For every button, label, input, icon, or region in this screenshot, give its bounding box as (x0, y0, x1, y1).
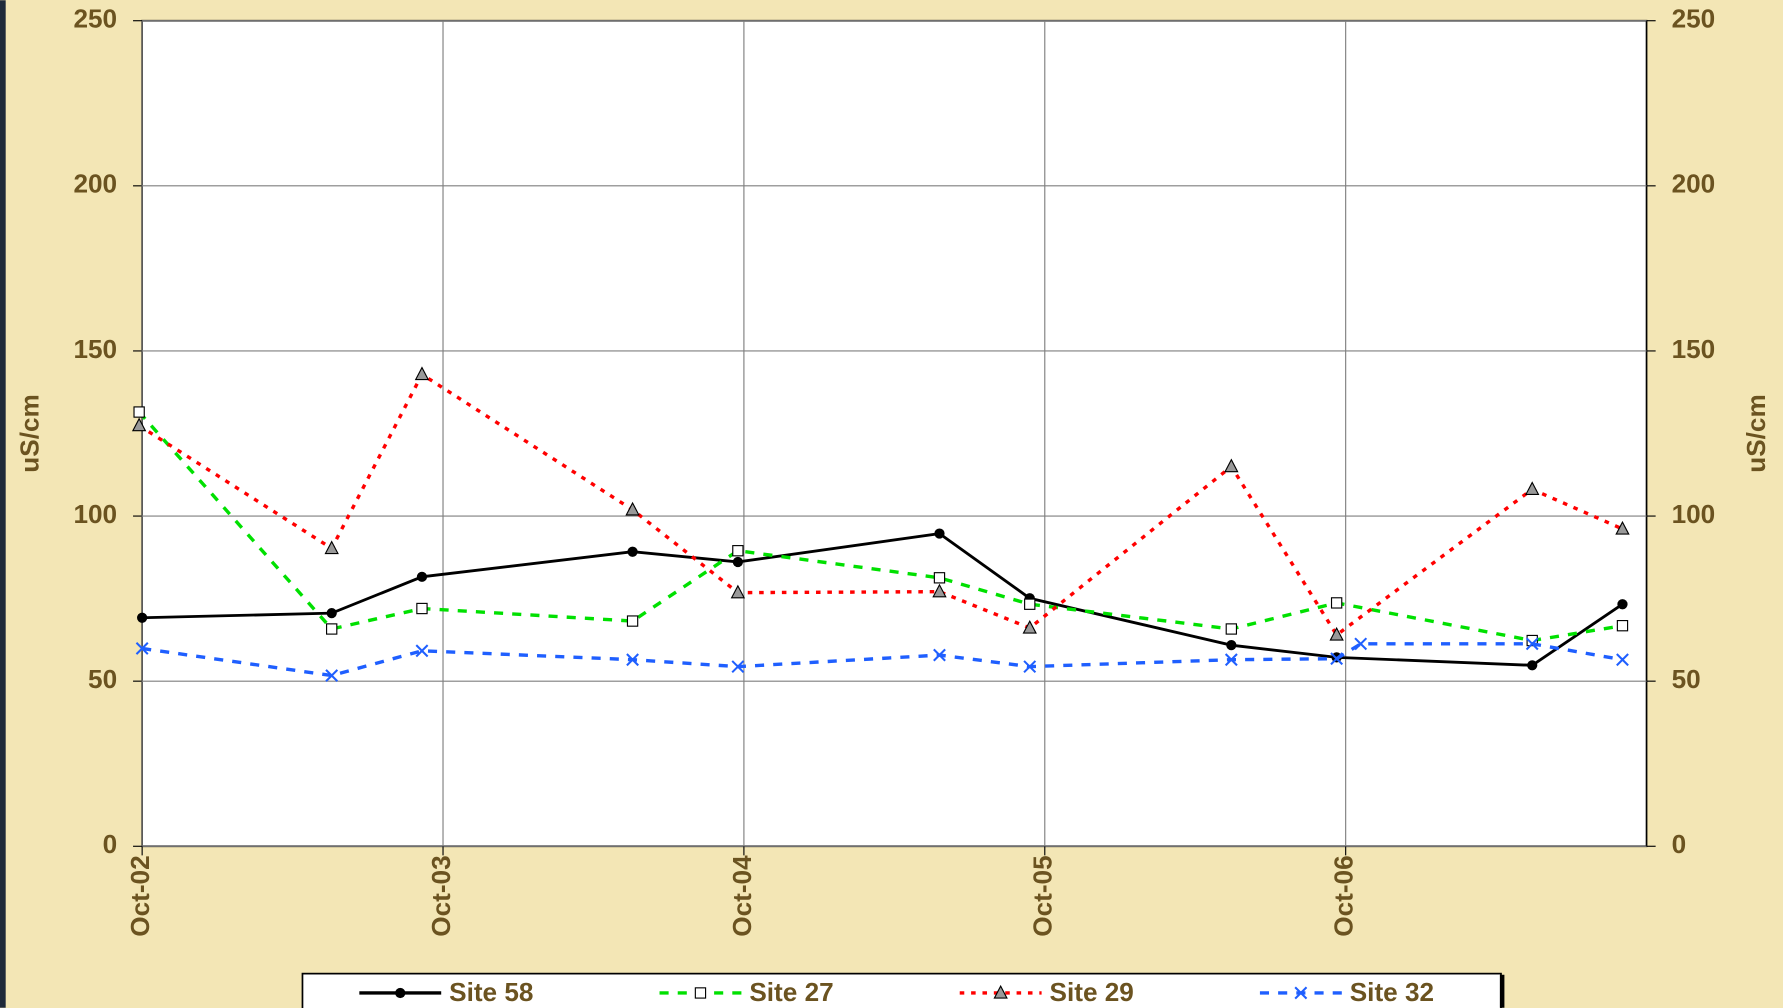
data-point (1224, 653, 1238, 667)
x-tick-label: Oct-04 (727, 855, 757, 937)
data-point (414, 366, 430, 381)
legend-label: Site 29 (1050, 977, 1134, 1007)
data-point (731, 660, 745, 674)
legend-label: Site 32 (1350, 977, 1434, 1007)
data-point (325, 669, 339, 682)
data-point (1224, 458, 1239, 473)
y-tick-label: 50 (88, 664, 117, 694)
data-point (934, 528, 945, 539)
data-point (627, 546, 638, 557)
y2-tick-label: 50 (1672, 664, 1701, 694)
data-point (326, 623, 338, 635)
data-point (135, 642, 149, 655)
y-tick-label: 150 (73, 334, 117, 364)
y-axis-label: uS/cm (15, 394, 45, 472)
x-tick-label: Oct-06 (1329, 855, 1359, 936)
data-point (1023, 660, 1037, 674)
data-point (732, 556, 744, 568)
data-point (1616, 653, 1629, 667)
y2-tick-label: 150 (1672, 334, 1716, 364)
data-point (1616, 620, 1629, 632)
y-tick-label: 100 (73, 499, 117, 529)
data-point (1525, 481, 1540, 495)
data-point (732, 545, 744, 557)
data-point (133, 406, 145, 418)
data-point (1615, 520, 1630, 535)
plot-area (141, 19, 1648, 848)
y2-tick-label: 200 (1672, 169, 1716, 199)
y-tick-label: 250 (73, 4, 117, 34)
x-tick-label: Oct-02 (125, 855, 155, 936)
legend-marker (395, 987, 406, 999)
data-point (1226, 640, 1237, 651)
y2-tick-label: 250 (1672, 4, 1716, 34)
data-point (416, 602, 428, 615)
legend-marker (993, 984, 1008, 999)
y2-tick-label: 0 (1672, 829, 1687, 859)
legend-marker (1294, 986, 1308, 1000)
data-point (137, 612, 148, 623)
data-point (326, 608, 337, 619)
y2-tick-label: 100 (1672, 499, 1716, 529)
series-line (137, 410, 1623, 643)
series-line (141, 642, 1623, 678)
data-point (626, 653, 639, 667)
data-point (1329, 626, 1344, 641)
x-tick-label: Oct-03 (426, 855, 456, 936)
data-point (1525, 637, 1539, 651)
legend-box (301, 972, 1502, 1008)
data-point (933, 648, 946, 662)
data-point (1022, 619, 1037, 634)
legend-label: Site 27 (749, 977, 833, 1007)
x-tick-label: Oct-05 (1028, 855, 1058, 936)
y-tick-label: 0 (103, 829, 118, 859)
data-point (324, 540, 339, 555)
data-point (933, 572, 946, 584)
data-point (416, 571, 428, 582)
edge-strip (0, 0, 6, 1008)
data-point (625, 501, 640, 516)
data-point (1354, 637, 1368, 651)
data-point (1527, 660, 1538, 671)
data-point (1330, 597, 1343, 609)
data-point (626, 615, 639, 627)
data-point (1526, 634, 1538, 647)
y2-axis-label: uS/cm (1741, 394, 1771, 472)
data-point (415, 644, 429, 658)
data-point (1330, 652, 1344, 666)
legend-marker (694, 987, 707, 999)
data-point (730, 584, 746, 599)
y-tick-label: 200 (73, 169, 117, 199)
data-point (1617, 599, 1628, 610)
data-point (932, 583, 947, 598)
data-point (1024, 598, 1036, 610)
data-point (1225, 623, 1238, 635)
legend-label: Site 58 (449, 977, 533, 1007)
data-point (131, 417, 147, 432)
